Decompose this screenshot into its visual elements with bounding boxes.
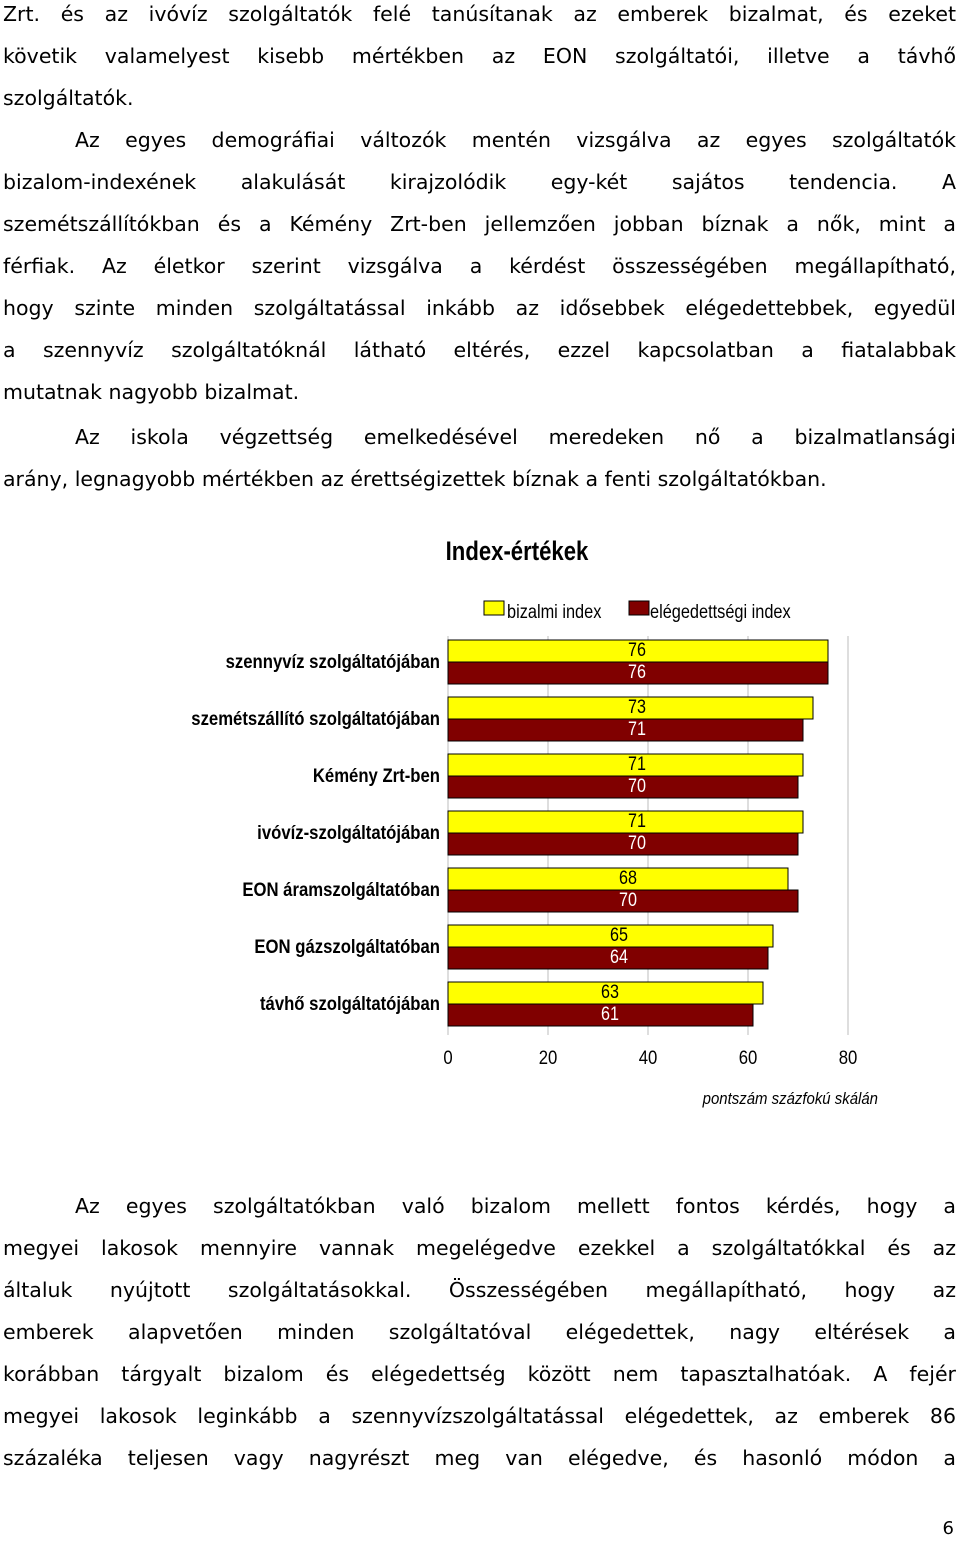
data-label-bizalmi: 73 (628, 696, 646, 718)
text-line: mutatnak nagyobb bizalmat. (3, 380, 300, 404)
data-label-bizalmi: 71 (628, 810, 646, 832)
paragraph-1: Zrt. és az ivóvíz szolgáltatók felé tanú… (3, 0, 956, 119)
chart-x-tick-labels: 0 20 40 60 80 (443, 1047, 857, 1068)
data-label-bizalmi: 71 (628, 753, 646, 775)
x-tick-label: 20 (539, 1047, 558, 1068)
x-tick-label: 40 (639, 1047, 658, 1068)
legend-label-bizalmi: bizalmi index (507, 601, 601, 622)
page-number: 6 (942, 1518, 954, 1539)
text-line: Zrt. és az ivóvíz szolgáltatók felé tanú… (3, 2, 956, 26)
data-label-elegedettsegi: 70 (619, 889, 637, 911)
data-label-elegedettsegi: 70 (628, 775, 646, 797)
category-label: ivóvíz-szolgáltatójában (257, 822, 440, 843)
category-label: EON áramszolgáltatóban (242, 879, 440, 900)
data-label-elegedettsegi: 61 (601, 1003, 619, 1025)
text-line: a szennyvíz szolgáltatóknál látható elté… (3, 338, 956, 362)
bar-elegedettsegi (447, 661, 829, 685)
legend-swatch-elegedettsegi (628, 600, 650, 616)
bar-elegedettsegi (447, 775, 799, 799)
category-label: EON gázszolgáltatóban (254, 936, 440, 957)
legend-swatch-bizalmi (483, 600, 505, 616)
bar-bizalmi (447, 810, 804, 834)
chart-category-labels: szennyvíz szolgáltatójában szemétszállító… (191, 651, 440, 1014)
data-label-bizalmi: 68 (619, 867, 637, 889)
text-line: Az egyes szolgáltatókban való bizalom me… (75, 1194, 956, 1218)
x-tick-label: 0 (443, 1047, 452, 1068)
text-line: Az iskola végzettség emelkedésével mered… (75, 425, 956, 449)
category-label: szemétszállító szolgáltatójában (191, 708, 440, 729)
text-line: Az egyes demográfiai változók mentén viz… (75, 128, 956, 152)
index-bar-chart: Index-értékek bizalmi index elégedettség… (191, 537, 878, 1108)
bar-elegedettsegi (447, 889, 799, 913)
data-label-bizalmi: 65 (610, 924, 628, 946)
legend-label-elegedettsegi: elégedettségi index (650, 601, 791, 622)
chart-title: Index-értékek (446, 537, 589, 567)
text-line: szemétszállítókban és a Kémény Zrt-ben j… (3, 212, 956, 236)
category-label: szennyvíz szolgáltatójában (226, 651, 440, 672)
x-axis-label: pontszám százfokú skálán (702, 1090, 878, 1108)
paragraph-4: Az egyes szolgáltatókban való bizalom me… (3, 1185, 956, 1479)
text-line: arány, legnagyobb mértékben az érettségi… (3, 467, 827, 491)
bar-elegedettsegi (447, 832, 799, 856)
text-line: férfiak. Az életkor szerint vizsgálva a … (3, 254, 956, 278)
text-line: bizalom-indexének alakulását kirajzolódi… (3, 170, 956, 194)
bar-elegedettsegi (447, 1003, 754, 1027)
text-line: megyei lakosok mennyire vannak megeléged… (3, 1236, 956, 1260)
data-label-elegedettsegi: 76 (628, 661, 646, 683)
text-line: megyei lakosok leginkább a szennyvízszol… (3, 1404, 956, 1428)
bar-bizalmi (447, 753, 804, 777)
bar-bizalmi (447, 867, 789, 891)
text-line: százaléka teljesen vagy nagyrészt meg va… (3, 1446, 956, 1470)
category-label: Kémény Zrt-ben (313, 765, 440, 786)
paragraph-3: Az iskola végzettség emelkedésével mered… (3, 416, 956, 500)
data-label-bizalmi: 63 (601, 981, 619, 1003)
category-label: távhő szolgáltatójában (260, 993, 440, 1014)
paragraph-2: Az egyes demográfiai változók mentén viz… (3, 119, 956, 413)
bar-elegedettsegi (447, 946, 769, 970)
text-line: korábban tárgyalt bizalom és elégedettsé… (3, 1362, 956, 1386)
text-line: általuk nyújtott szolgáltatásokkal. Össz… (3, 1278, 956, 1302)
bar-elegedettsegi (447, 718, 804, 742)
data-label-bizalmi: 76 (628, 639, 646, 661)
text-line: hogy szinte minden szolgáltatással inkáb… (3, 296, 956, 320)
chart-legend: bizalmi index elégedettségi index (483, 600, 791, 622)
text-line: emberek alapvetően minden szolgáltatóval… (3, 1320, 956, 1344)
x-tick-label: 60 (739, 1047, 758, 1068)
data-label-elegedettsegi: 64 (610, 946, 628, 968)
text-line: követik valamelyest kisebb mértékben az … (3, 44, 956, 68)
x-tick-label: 80 (839, 1047, 858, 1068)
text-line: szolgáltatók. (3, 86, 134, 110)
data-label-elegedettsegi: 70 (628, 832, 646, 854)
data-label-elegedettsegi: 71 (628, 718, 646, 740)
